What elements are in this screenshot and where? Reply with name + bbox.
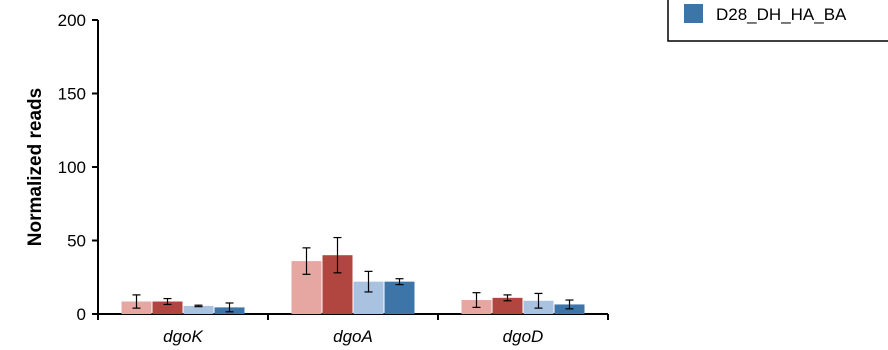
legend-swatch: [684, 4, 703, 23]
y-tick-label: 150: [58, 85, 86, 104]
x-tick-label: dgoD: [503, 327, 544, 346]
legend-label: D28_DH_HA_BA: [716, 5, 847, 24]
y-tick-label: 100: [58, 158, 86, 177]
y-tick-label: 200: [58, 11, 86, 30]
bars: [121, 255, 585, 314]
bar: [183, 305, 214, 314]
legend: D28_DH_HA_BA: [667, 0, 888, 42]
bar: [384, 281, 415, 314]
legend-box: [667, 0, 888, 42]
bar: [492, 297, 523, 314]
y-axis-title: Normalized reads: [25, 88, 46, 246]
y-tick-label: 50: [67, 232, 86, 251]
error-bars: [132, 236, 574, 313]
axes: 0 50 100 150 200 dgoK dgoA dgoD: [58, 11, 609, 346]
bar: [152, 301, 183, 314]
x-tick-label: dgoK: [163, 327, 203, 346]
y-tick-label: 0: [77, 305, 86, 324]
x-tick-label: dgoA: [333, 327, 373, 346]
